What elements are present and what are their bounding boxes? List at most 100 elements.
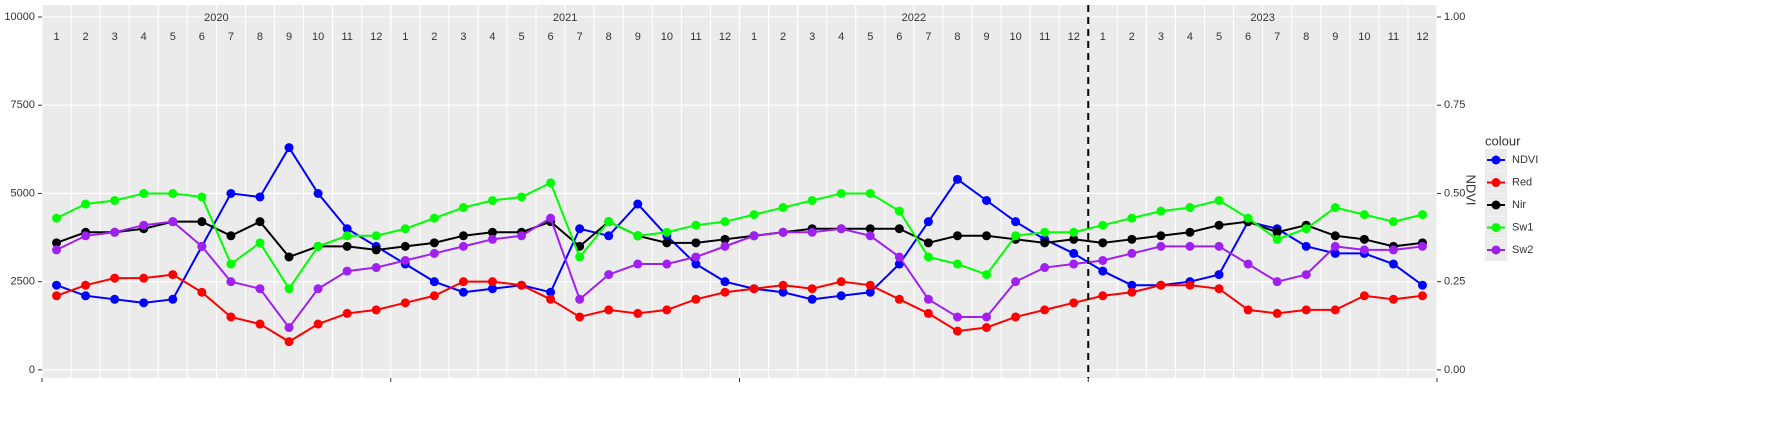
y2-tick-label: 1.00 xyxy=(1444,11,1465,23)
data-point xyxy=(865,231,875,241)
data-point xyxy=(1214,270,1224,280)
data-point xyxy=(371,245,381,255)
data-point xyxy=(1388,217,1398,227)
data-point xyxy=(1040,238,1050,248)
data-point xyxy=(429,248,439,258)
data-point xyxy=(371,231,381,241)
data-point xyxy=(52,280,62,290)
data-point xyxy=(255,192,265,202)
data-point xyxy=(197,287,207,297)
data-point xyxy=(952,259,962,269)
data-point xyxy=(1272,277,1282,287)
data-point xyxy=(284,337,294,347)
legend-key-point xyxy=(1491,178,1501,187)
legend-label: Red xyxy=(1512,176,1532,188)
data-point xyxy=(197,241,207,251)
data-point xyxy=(52,245,62,255)
data-point xyxy=(1388,259,1398,269)
data-point xyxy=(575,224,585,234)
data-point xyxy=(604,217,614,227)
data-point xyxy=(807,294,817,304)
data-point xyxy=(1185,227,1195,237)
data-point xyxy=(778,203,788,213)
data-point xyxy=(81,231,91,241)
data-point xyxy=(1388,245,1398,255)
month-label: 1 xyxy=(751,31,757,43)
month-label: 11 xyxy=(690,31,701,43)
data-point xyxy=(1417,280,1427,290)
data-point xyxy=(923,238,933,248)
data-point xyxy=(1388,294,1398,304)
month-label: 2 xyxy=(83,31,89,43)
legend-title: colour xyxy=(1485,133,1521,148)
month-label: 11 xyxy=(341,31,352,43)
data-point xyxy=(1330,231,1340,241)
data-point xyxy=(546,287,556,297)
data-point xyxy=(429,213,439,223)
data-point xyxy=(691,294,701,304)
month-label: 3 xyxy=(112,31,118,43)
data-point xyxy=(1301,305,1311,315)
data-point xyxy=(546,294,556,304)
data-point xyxy=(1069,234,1079,244)
data-point xyxy=(1098,266,1108,276)
data-point xyxy=(633,308,643,318)
month-label: 10 xyxy=(1358,31,1370,43)
data-point xyxy=(691,252,701,262)
marks xyxy=(52,143,1427,347)
data-point xyxy=(604,270,614,280)
data-point xyxy=(1127,234,1137,244)
y-tick-label: 5000 xyxy=(11,187,35,199)
data-point xyxy=(662,238,672,248)
y2-tick-label: 0.50 xyxy=(1444,187,1465,199)
data-point xyxy=(778,287,788,297)
y-tick-label: 7500 xyxy=(11,99,35,111)
data-point xyxy=(1214,284,1224,294)
data-point xyxy=(1127,213,1137,223)
month-label: 9 xyxy=(635,31,641,43)
data-point xyxy=(749,231,759,241)
data-point xyxy=(458,241,468,251)
month-label: 3 xyxy=(809,31,815,43)
data-point xyxy=(1156,280,1166,290)
data-point xyxy=(342,308,352,318)
y2-tick-label: 0.00 xyxy=(1444,364,1465,376)
data-point xyxy=(1127,287,1137,297)
data-point xyxy=(982,270,992,280)
data-point xyxy=(749,210,759,220)
data-point xyxy=(1330,248,1340,258)
data-point xyxy=(168,217,178,227)
month-label: 1 xyxy=(53,31,59,43)
data-point xyxy=(982,312,992,322)
data-point xyxy=(400,224,410,234)
month-label: 6 xyxy=(199,31,205,43)
data-point xyxy=(604,231,614,241)
month-label: 8 xyxy=(606,31,612,43)
data-point xyxy=(168,294,178,304)
legend-label: Nir xyxy=(1512,199,1526,211)
data-point xyxy=(1359,234,1369,244)
data-point xyxy=(110,273,120,283)
month-label: 3 xyxy=(1158,31,1164,43)
data-point xyxy=(517,280,527,290)
data-point xyxy=(604,305,614,315)
data-point xyxy=(633,199,643,209)
data-point xyxy=(197,192,207,202)
data-point xyxy=(284,284,294,294)
month-label: 4 xyxy=(141,31,147,43)
data-point xyxy=(662,259,672,269)
data-point xyxy=(81,199,91,209)
data-point xyxy=(749,284,759,294)
data-point xyxy=(458,277,468,287)
data-point xyxy=(865,188,875,198)
data-point xyxy=(255,238,265,248)
month-label: 6 xyxy=(1245,31,1251,43)
year-label: 2021 xyxy=(553,12,577,24)
data-point xyxy=(923,294,933,304)
data-point xyxy=(52,238,62,248)
month-label: 8 xyxy=(257,31,263,43)
data-point xyxy=(110,294,120,304)
data-point xyxy=(952,312,962,322)
y2-tick-label: 0.75 xyxy=(1444,99,1465,111)
data-point xyxy=(52,291,62,301)
